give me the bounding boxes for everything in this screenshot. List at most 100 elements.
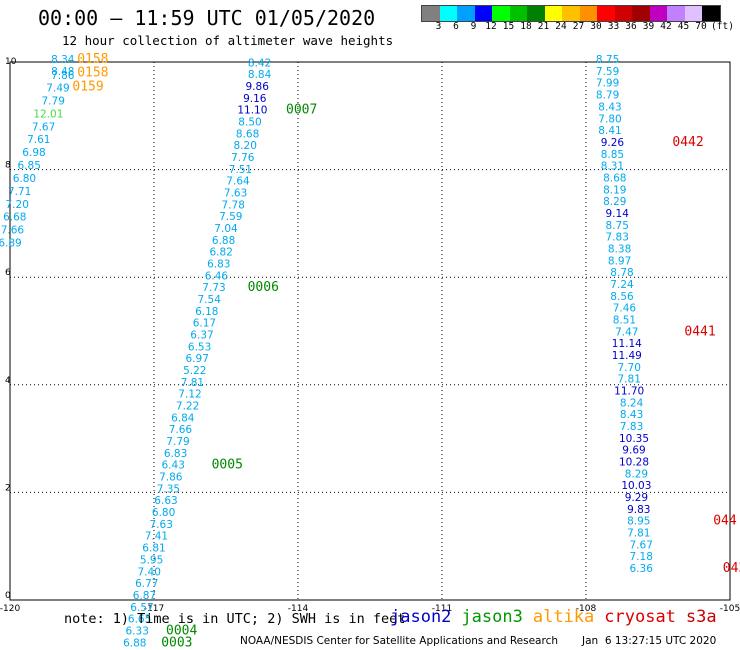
color-scale-label: 30 (590, 21, 602, 32)
swh-value-label: 7.20 (6, 199, 29, 211)
swh-value-label: 8.19 (603, 184, 626, 196)
swh-value-label: 6.65 (128, 614, 151, 626)
y-tick-label: 4 (5, 376, 11, 386)
color-swatch (649, 6, 667, 21)
swh-value-label: 7.46 (613, 303, 637, 315)
color-swatch (597, 6, 615, 21)
swh-value-label: 9.29 (625, 492, 648, 504)
color-scale-label: 39 (642, 21, 655, 32)
swh-value-label: 8.43 (598, 101, 621, 113)
swh-value-label: 6.33 (126, 625, 149, 637)
y-tick-label: 8 (5, 161, 11, 171)
swh-value-label: 7.83 (606, 232, 629, 244)
swh-value-label: 7.70 (618, 362, 641, 374)
satellite-legend-cryosat: cryosat (604, 607, 676, 627)
swh-value-label: 8.75 (606, 220, 629, 232)
swh-value-label: 8.78 (610, 267, 633, 279)
color-swatch (702, 6, 720, 21)
color-swatch (614, 6, 632, 21)
x-tick-label: -120 (0, 604, 20, 614)
footnote: note: 1) Time is in UTC; 2) SWH is in fe… (64, 611, 406, 627)
color-scale-label: 24 (555, 21, 567, 32)
swh-value-label: 9.14 (606, 208, 630, 220)
y-tick-label: 10 (5, 57, 17, 67)
swh-value-label: 8.42 (248, 57, 271, 69)
swh-value-label: 8.29 (603, 196, 626, 208)
swh-value-label: 5.22 (183, 365, 206, 377)
swh-value-label: 8.48 (51, 66, 74, 78)
swh-value-label: 9.26 (601, 137, 625, 149)
time-label: 0158 (77, 66, 108, 81)
swh-value-label: 6.57 (130, 602, 153, 614)
satellite-legend-jason3: jason3 (461, 607, 523, 627)
satellite-legend: jason2 jason3 altika cryosat s3a (390, 607, 727, 627)
generated-timestamp: Jan 6 13:27:15 UTC 2020 (582, 635, 717, 647)
swh-value-label: 10.03 (621, 480, 651, 492)
swh-value-label: 8.38 (608, 243, 631, 255)
swh-value-label: 6.87 (133, 590, 156, 602)
swh-value-label: 6.82 (210, 247, 233, 259)
time-label: 0006 (248, 280, 279, 295)
swh-value-label: 7.78 (222, 199, 245, 211)
swh-value-label: 8.68 (236, 128, 259, 140)
page-title: 00:00 – 11:59 UTC 01/05/2020 (38, 6, 376, 30)
swh-value-label: 7.24 (610, 279, 634, 291)
swh-value-label: 7.47 (615, 326, 638, 338)
swh-value-label: 7.22 (176, 401, 199, 413)
swh-value-label: 7.40 (138, 566, 161, 578)
swh-value-label: 8.31 (601, 161, 624, 173)
color-scale-label: 36 (625, 21, 637, 32)
time-label: 0005 (212, 458, 243, 473)
color-swatch (457, 6, 475, 21)
color-swatch (527, 6, 545, 21)
time-label: 0159 (72, 80, 103, 95)
x-tick-label: -111 (432, 604, 452, 614)
swh-value-label: 8.75 (596, 54, 619, 66)
swh-value-label: 6.43 (162, 460, 185, 472)
swh-value-label: 7.80 (598, 113, 621, 125)
swh-value-label: 7.59 (596, 66, 619, 78)
time-label: 0158 (77, 52, 108, 67)
swh-value-label: 9.83 (627, 504, 650, 516)
time-label: 0003 (161, 635, 192, 650)
swh-value-label: 6.68 (3, 212, 26, 224)
time-label: 044 (713, 514, 737, 529)
swh-value-label: 7.99 (596, 78, 619, 90)
swh-value-label: 7.83 (620, 421, 643, 433)
swh-value-label: 7.63 (150, 519, 173, 531)
swh-value-label: 7.64 (226, 176, 250, 188)
swh-value-label: 7.54 (198, 294, 222, 306)
y-tick-label: 2 (5, 483, 11, 493)
color-scale-label: 9 (470, 21, 477, 32)
swh-value-label: 9.69 (622, 445, 645, 457)
swh-value-label: 6.85 (18, 160, 41, 172)
swh-value-label: 7.66 (169, 424, 193, 436)
color-scale-label: 3 (435, 21, 442, 32)
swh-value-label: 7.41 (145, 531, 168, 543)
swh-value-label: 7.86 (159, 472, 183, 484)
swh-value-label: 8.51 (613, 314, 636, 326)
color-scale-label: 33 (607, 21, 620, 32)
swh-value-label: 6.83 (164, 448, 187, 460)
swh-value-label: 7.35 (157, 483, 180, 495)
color-swatch (562, 6, 580, 21)
swh-value-label: 11.49 (612, 350, 642, 362)
swh-value-label: 6.17 (193, 318, 216, 330)
swh-value-label: 7.81 (627, 528, 650, 540)
time-label: 0004 (166, 623, 197, 638)
plot-frame (9, 61, 731, 601)
color-swatch (422, 6, 440, 21)
y-tick-label: 6 (5, 268, 11, 278)
swh-value-label: 6.84 (171, 412, 195, 424)
swh-value-label: 11.10 (237, 105, 267, 117)
x-tick-label: -108 (576, 604, 597, 614)
swh-value-label: 12.01 (33, 108, 63, 120)
color-swatch (684, 6, 702, 21)
swh-value-label: 8.68 (603, 172, 626, 184)
swh-value-label: 11.70 (614, 385, 644, 397)
time-label: 0442 (672, 135, 703, 150)
color-swatch (509, 6, 527, 21)
swh-value-label: 6.37 (190, 330, 213, 342)
color-swatch (632, 6, 650, 21)
